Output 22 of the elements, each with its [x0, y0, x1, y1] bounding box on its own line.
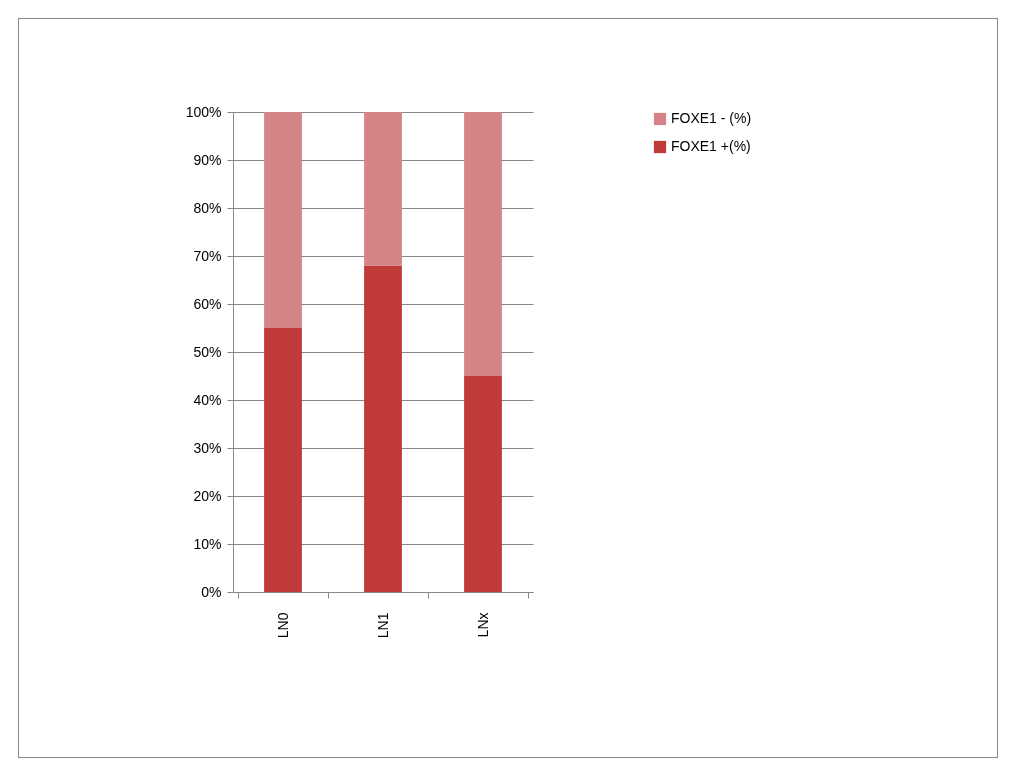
bar — [364, 112, 402, 266]
legend-label: FOXE1 +(%) — [671, 138, 751, 154]
y-tick-label: 70% — [193, 247, 222, 264]
y-tick-label: 100% — [185, 103, 222, 120]
y-tick-label: 90% — [193, 151, 222, 168]
legend-label: FOXE1 - (%) — [671, 110, 752, 126]
y-tick-label: 80% — [193, 199, 222, 216]
bar — [264, 328, 302, 592]
y-tick-label: 0% — [201, 583, 222, 600]
y-tick-label: 10% — [193, 535, 222, 552]
y-tick-label: 50% — [193, 343, 222, 360]
bar — [464, 376, 502, 592]
y-tick-label: 20% — [193, 487, 222, 504]
y-tick-label: 30% — [193, 439, 222, 456]
bar — [264, 112, 302, 328]
x-tick-label: LN0 — [274, 612, 291, 639]
bar — [464, 112, 502, 376]
y-tick-label: 60% — [193, 295, 222, 312]
x-tick-label: LN1 — [374, 612, 391, 639]
bar — [364, 265, 402, 592]
x-tick-label: LNx — [474, 612, 491, 638]
y-tick-label: 40% — [193, 391, 222, 408]
